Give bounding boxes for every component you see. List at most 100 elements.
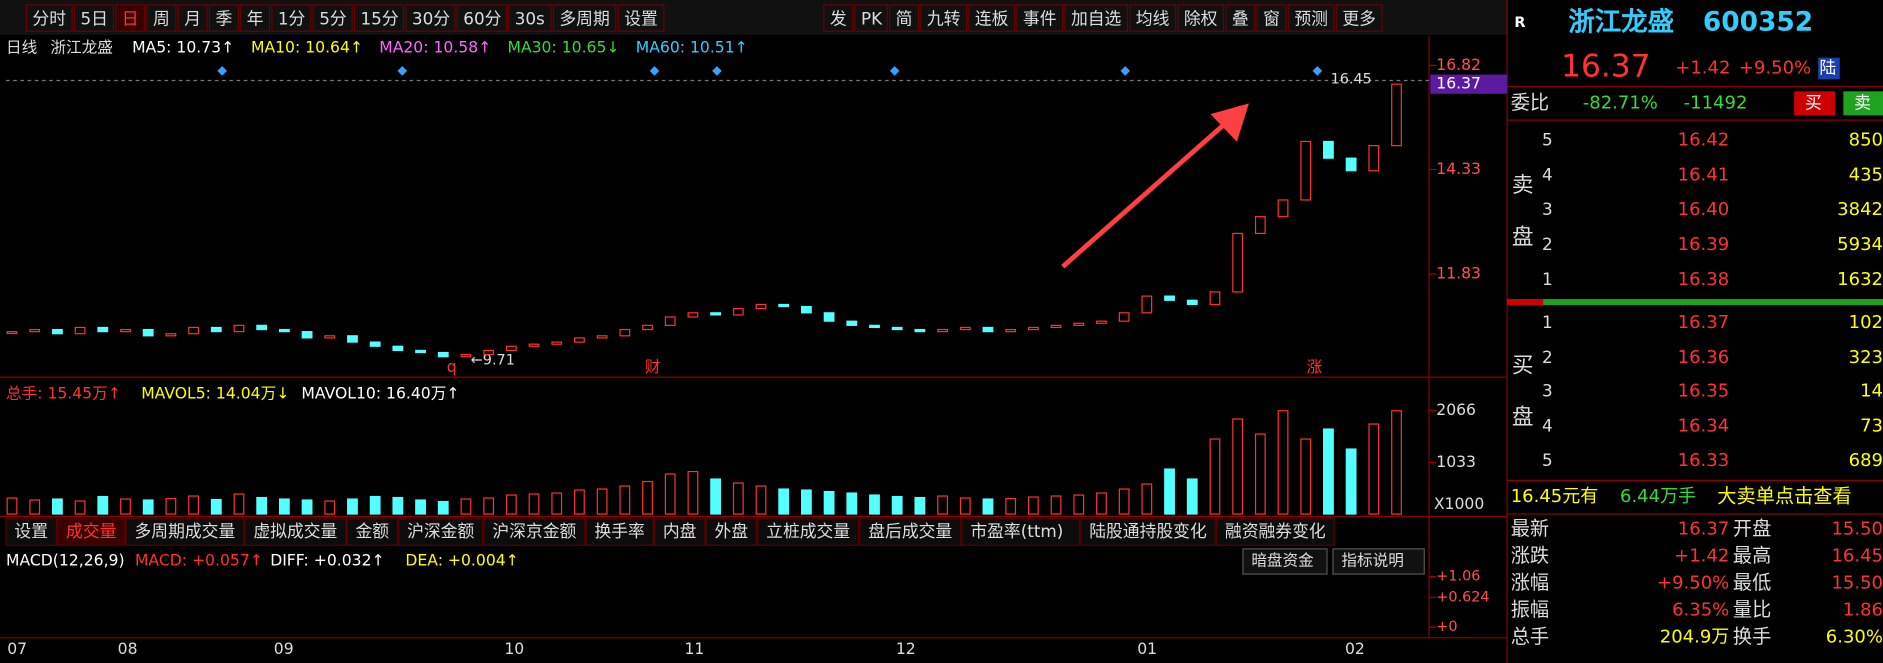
tab[interactable] [57, 518, 126, 546]
toolbar-button[interactable] [405, 4, 456, 32]
market-badge [1818, 57, 1840, 80]
toolbar-button[interactable] [1016, 4, 1064, 32]
volume-bar [891, 495, 903, 515]
volume-bar [1005, 497, 1017, 515]
toolbar-button[interactable] [1287, 4, 1335, 32]
x-tick-label: 09 [274, 640, 294, 658]
candle [982, 326, 994, 333]
toolbar-button[interactable] [353, 4, 405, 32]
macd-label: DIFF: +0.032↑ [270, 551, 384, 569]
candle [959, 326, 971, 331]
toolbar-button[interactable] [1064, 4, 1128, 32]
tab[interactable] [483, 518, 586, 546]
volume-bar [1050, 495, 1062, 515]
toolbar-button[interactable] [617, 4, 665, 32]
quote-code: 600352 [1703, 6, 1813, 37]
candle [755, 303, 767, 310]
volume: 689 [1849, 450, 1883, 471]
toolbar-label: 30分 [412, 8, 450, 28]
candle [869, 324, 880, 329]
toolbar-label: 多周期 [559, 8, 609, 28]
toolbar-button[interactable] [73, 4, 114, 32]
candle [1323, 140, 1334, 159]
toolbar-button[interactable] [889, 4, 920, 32]
toolbar-button[interactable] [1335, 4, 1383, 32]
price: 16.34 [1678, 415, 1730, 436]
candle [937, 328, 948, 333]
toolbar-button[interactable] [240, 4, 271, 32]
tab[interactable] [346, 518, 399, 546]
stat-label: 振幅 [1511, 598, 1549, 621]
volume-bar [937, 495, 948, 515]
tab[interactable] [653, 518, 706, 546]
tab[interactable] [5, 518, 58, 546]
toolbar-button[interactable] [508, 4, 552, 32]
toolbar-button[interactable] [1129, 4, 1177, 32]
tab[interactable] [705, 518, 758, 546]
volume-bar [619, 485, 631, 515]
sell-button[interactable] [1843, 91, 1883, 116]
toolbar-button[interactable] [115, 4, 146, 32]
candle [483, 349, 495, 356]
stat-value: 16.45 [1831, 546, 1883, 567]
indicator-button[interactable] [1242, 548, 1328, 575]
volume-bar [1096, 492, 1107, 515]
toolbar-button[interactable] [25, 4, 73, 32]
side-label: 买 [1512, 353, 1534, 378]
tab[interactable] [961, 518, 1081, 546]
candle [210, 326, 222, 333]
quote-change: +1.42 [1675, 58, 1730, 79]
toolbar-label: 连板 [975, 8, 1009, 28]
annotation: 财 [645, 358, 661, 376]
toolbar-button[interactable] [552, 4, 617, 32]
candle [369, 341, 381, 347]
stat-label: 总手 [1511, 625, 1549, 648]
stat-value: +1.42 [1674, 546, 1729, 567]
tab[interactable] [585, 518, 654, 546]
toolbar-button[interactable] [1177, 4, 1225, 32]
toolbar-button[interactable] [456, 4, 507, 32]
stat-label: 涨跌 [1511, 544, 1549, 567]
candle [165, 333, 177, 337]
tab[interactable] [1215, 518, 1335, 546]
toolbar-button[interactable] [1256, 4, 1287, 32]
volume-bar [596, 488, 608, 515]
tab-label: 融资融券变化 [1225, 521, 1326, 541]
tab[interactable] [398, 518, 484, 546]
volume-bar [687, 470, 699, 515]
toolbar-button[interactable] [312, 4, 353, 32]
candle [505, 345, 517, 352]
quote-price: 16.37 [1561, 48, 1650, 84]
stat-label: 量比 [1733, 598, 1771, 621]
toolbar-button[interactable] [1225, 4, 1256, 32]
candle [1254, 216, 1266, 235]
toolbar-button[interactable] [968, 4, 1016, 32]
indicator-button[interactable] [1332, 548, 1425, 575]
toolbar-label: 事件 [1023, 8, 1057, 28]
candle [1368, 145, 1380, 172]
tab-label: 市盈率(ttm) [970, 521, 1063, 541]
toolbar-button[interactable] [271, 4, 312, 32]
toolbar-button[interactable] [823, 4, 854, 32]
volume-bar [1391, 410, 1402, 515]
candle [1073, 322, 1085, 326]
tab[interactable] [859, 518, 962, 546]
buy-button[interactable] [1794, 91, 1835, 116]
price: 16.39 [1678, 234, 1730, 255]
badge: R [1514, 15, 1525, 31]
tab[interactable] [125, 518, 245, 546]
tab[interactable] [244, 518, 347, 546]
tab[interactable] [1080, 518, 1216, 546]
volume-bar [1027, 496, 1039, 515]
toolbar-button[interactable] [854, 4, 888, 32]
tab[interactable] [757, 518, 860, 546]
toolbar-button[interactable] [146, 4, 177, 32]
stat-value: 16.37 [1678, 519, 1730, 540]
volume-label: MAVOL5: 14.04万↓ [141, 384, 289, 402]
toolbar-button[interactable] [208, 4, 239, 32]
tab-label: 虚拟成交量 [253, 521, 337, 541]
candle [120, 328, 131, 333]
volume-bar [415, 499, 426, 515]
toolbar-button[interactable] [920, 4, 968, 32]
toolbar-button[interactable] [177, 4, 208, 32]
